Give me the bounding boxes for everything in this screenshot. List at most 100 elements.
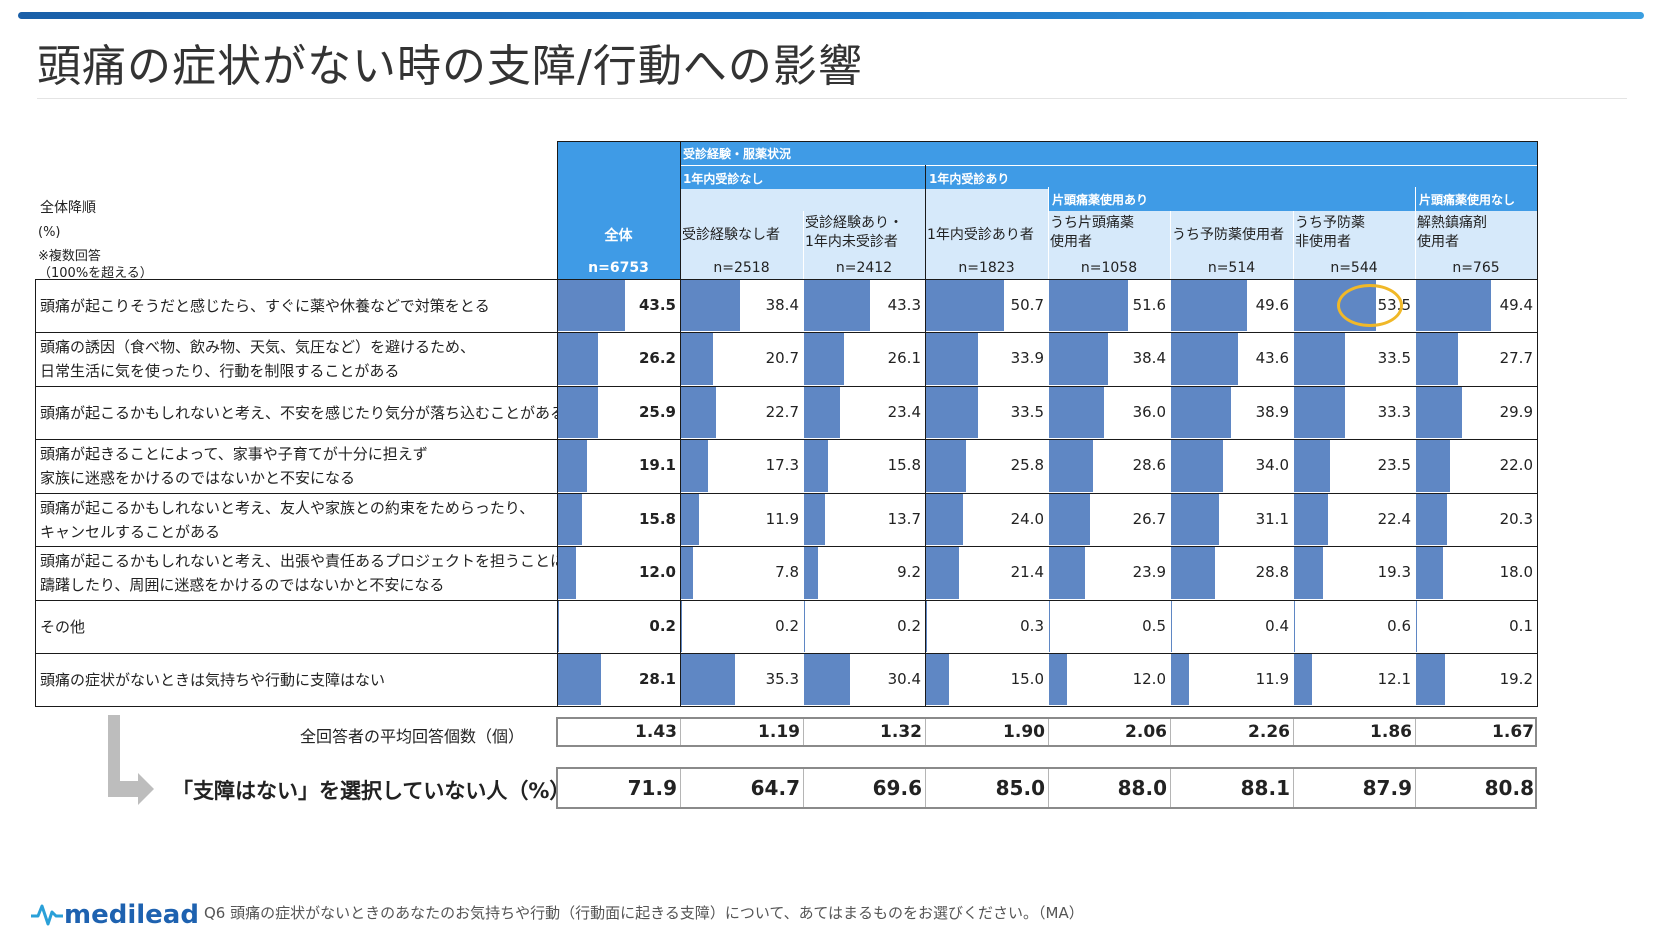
column-n-3: n=1823	[958, 260, 1015, 276]
title-divider	[37, 98, 1627, 99]
data-value: 28.8	[1255, 563, 1289, 581]
data-bar	[1171, 601, 1172, 652]
summary-divider	[680, 719, 681, 745]
data-bar	[558, 440, 587, 492]
data-value: 0.2	[775, 617, 799, 635]
row-rule	[35, 386, 1538, 387]
data-value: 35.3	[765, 670, 799, 688]
highlight-circle	[1337, 284, 1403, 327]
data-value: 38.4	[1132, 349, 1166, 367]
data-bar	[1416, 440, 1450, 492]
data-value: 12.1	[1377, 670, 1411, 688]
data-value: 49.6	[1255, 296, 1289, 314]
summary-box	[556, 767, 1537, 809]
data-value: 25.8	[1010, 456, 1044, 474]
total-right-border	[680, 141, 681, 706]
data-value: 23.5	[1377, 456, 1411, 474]
question-footnote: Q6 頭痛の症状がないときのあなたのお気持ちや行動（行動面に起きる支障）について…	[204, 904, 1084, 922]
question-row-label: 頭痛の症状がないときは気持ちや行動に支障はない	[40, 671, 386, 689]
summary-value: 88.1	[1240, 776, 1290, 800]
data-bar	[558, 387, 598, 438]
data-value: 25.9	[638, 403, 676, 421]
column-header-7	[1415, 211, 1537, 279]
data-value: 18.0	[1499, 563, 1533, 581]
data-bar	[1416, 601, 1417, 652]
data-value: 23.4	[887, 403, 921, 421]
table-right-border	[1537, 141, 1538, 706]
data-value: 21.4	[1010, 563, 1044, 581]
column-label-4: うち片頭痛薬 使用者	[1050, 215, 1134, 250]
data-bar	[558, 547, 576, 599]
data-bar	[926, 654, 949, 705]
data-bar	[1049, 280, 1128, 331]
over-100-note: （100%を超える）	[38, 266, 153, 281]
table-left-border	[35, 279, 36, 706]
data-bar	[1294, 333, 1345, 385]
data-value: 27.7	[1499, 349, 1533, 367]
data-bar	[558, 601, 559, 652]
summary-value: 1.19	[758, 722, 800, 742]
data-bar	[1416, 387, 1462, 438]
data-bar	[681, 494, 699, 545]
data-bar	[1294, 601, 1295, 652]
summary-box	[556, 717, 1537, 747]
group-header-no-visit: 1年内受診なし	[680, 165, 925, 189]
summary-divider	[1293, 769, 1294, 807]
column-n-6: n=544	[1330, 260, 1378, 276]
column-n-4: n=1058	[1080, 260, 1138, 276]
data-value: 26.1	[887, 349, 921, 367]
column-n-1: n=2518	[713, 260, 770, 276]
row-rule	[35, 439, 1538, 440]
page-title: 頭痛の症状がない時の支障/行動への影響	[37, 41, 863, 92]
data-bar	[926, 280, 1004, 331]
row-rule	[35, 600, 1538, 601]
data-bar	[681, 333, 713, 385]
data-value: 0.6	[1387, 617, 1411, 635]
total-column-n: n=6753	[588, 260, 649, 276]
data-value: 19.2	[1499, 670, 1533, 688]
column-label-6: うち予防薬 非使用者	[1295, 215, 1365, 250]
pulse-icon	[31, 904, 63, 926]
data-value: 33.5	[1010, 403, 1044, 421]
summary-label: 「支障はない」を選択していない人（%）	[172, 779, 571, 803]
data-bar	[1049, 333, 1108, 385]
data-bar	[1049, 547, 1085, 599]
data-value: 30.4	[887, 670, 921, 688]
column-header-2	[803, 211, 925, 279]
column-label-5: うち予防薬使用者	[1172, 227, 1284, 243]
question-row-label: 頭痛が起きることによって、家事や子育てが十分に担えず 家族に迷惑をかけるのではな…	[40, 445, 428, 487]
column-label-7: 解熱鎮痛剤 使用者	[1417, 215, 1487, 250]
total-column-header	[557, 141, 680, 279]
summary-value: 1.90	[1003, 722, 1045, 742]
question-row-label: 頭痛の誘因（食べ物、飲み物、天気、気圧など）を避けるため、 日常生活に気を使った…	[40, 338, 476, 380]
column-header-5	[1170, 211, 1293, 279]
summary-value: 69.6	[872, 776, 922, 800]
data-bar	[1171, 494, 1219, 545]
summary-value: 87.9	[1362, 776, 1412, 800]
data-bar	[1416, 654, 1445, 705]
data-value: 12.0	[1132, 670, 1166, 688]
data-value: 38.4	[765, 296, 799, 314]
summary-divider	[803, 769, 804, 807]
column-n-7: n=765	[1452, 260, 1500, 276]
data-bar	[1416, 333, 1458, 385]
row-rule	[35, 332, 1538, 333]
data-bar	[1171, 280, 1247, 331]
data-bar	[1049, 440, 1093, 492]
summary-divider	[1415, 719, 1416, 745]
data-bar	[681, 654, 735, 705]
column-n-2: n=2412	[835, 260, 893, 276]
data-bar	[804, 654, 850, 705]
data-value: 33.3	[1377, 403, 1411, 421]
group-header-kata-nouse: 片頭痛薬使用なし	[1415, 187, 1537, 211]
group-header-kata-use: 片頭痛薬使用あり	[1048, 187, 1415, 211]
data-bar	[804, 333, 844, 385]
summary-divider	[1048, 769, 1049, 807]
data-value: 20.3	[1499, 510, 1533, 528]
summary-value: 2.26	[1248, 722, 1290, 742]
medilead-logo: medilead	[30, 900, 199, 930]
data-bar	[804, 601, 805, 652]
data-bar	[804, 280, 870, 331]
data-value: 7.8	[775, 563, 799, 581]
summary-divider	[1170, 719, 1171, 745]
